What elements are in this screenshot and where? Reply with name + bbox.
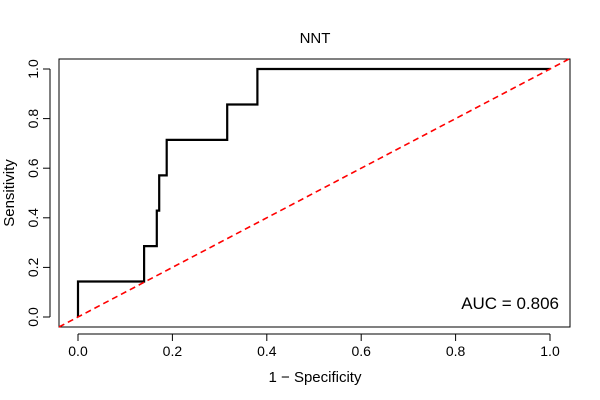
chart-title: NNT (300, 30, 331, 47)
plot-frame (58, 58, 571, 328)
x-tick-label: 0.2 (163, 343, 183, 359)
x-axis-label: 1 − Specificity (269, 369, 362, 386)
y-axis: 0.0 0.2 0.4 0.6 0.8 1.0 (25, 59, 51, 327)
y-tick-label: 0.4 (25, 208, 41, 228)
x-tick-label: 0.0 (68, 343, 88, 359)
x-axis: 0.0 0.2 0.4 0.6 0.8 1.0 (68, 333, 560, 359)
x-tick-label: 1.0 (540, 343, 560, 359)
y-tick-label: 1.0 (25, 59, 41, 79)
x-tick-label: 0.8 (446, 343, 466, 359)
y-tick-label: 0.6 (25, 158, 41, 178)
x-tick-label: 0.4 (257, 343, 277, 359)
y-tick-label: 0.2 (25, 257, 41, 277)
x-tick-label: 0.6 (351, 343, 371, 359)
series-layer (58, 57, 571, 328)
y-tick-label: 0.8 (25, 109, 41, 129)
y-tick-label: 0.0 (25, 307, 41, 327)
y-axis-label: Sensitivity (1, 159, 18, 227)
auc-annotation: AUC = 0.806 (461, 294, 559, 313)
reference-diagonal-line (58, 57, 571, 328)
roc-curve-line (76, 67, 550, 317)
